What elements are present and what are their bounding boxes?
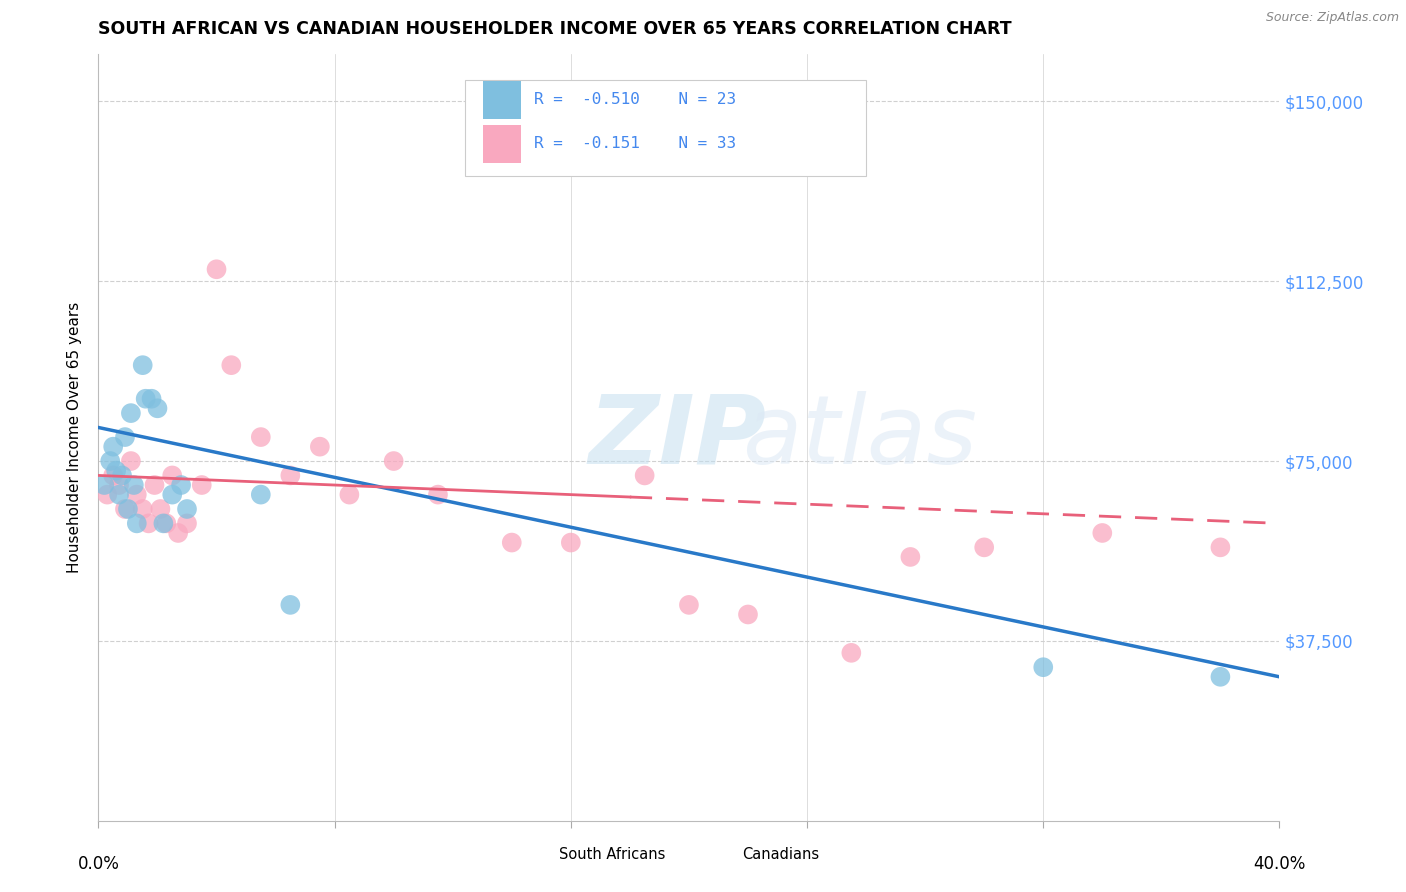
Point (108, 478, 131, 492)
Text: Canadians: Canadians (742, 847, 820, 862)
Point (191, 478, 214, 492)
FancyBboxPatch shape (700, 841, 735, 867)
FancyBboxPatch shape (516, 841, 553, 867)
Point (103, 468, 125, 483)
Point (1091, 526, 1114, 541)
Text: atlas: atlas (742, 391, 977, 483)
Point (96, 488, 118, 502)
Point (135, 392, 157, 406)
Point (250, 488, 273, 502)
Point (114, 502, 136, 516)
Point (162, 468, 183, 483)
Point (176, 516, 198, 531)
Point (105, 464, 128, 478)
Point (141, 392, 163, 406)
Text: R =  -0.510    N = 23: R = -0.510 N = 23 (534, 92, 737, 107)
Point (167, 526, 190, 541)
Point (152, 516, 174, 531)
Text: R =  -0.151    N = 33: R = -0.151 N = 33 (534, 136, 737, 152)
Point (382, 454, 405, 468)
Point (120, 454, 142, 468)
Point (111, 468, 134, 483)
Point (114, 430, 136, 444)
Point (155, 516, 177, 531)
Point (427, 488, 450, 502)
Point (309, 440, 332, 454)
Point (132, 358, 155, 372)
Point (122, 478, 145, 492)
Point (132, 502, 155, 516)
Point (146, 401, 169, 416)
Text: Source: ZipAtlas.com: Source: ZipAtlas.com (1265, 11, 1399, 24)
FancyBboxPatch shape (484, 125, 522, 163)
Point (250, 430, 273, 444)
Point (162, 488, 183, 502)
Text: SOUTH AFRICAN VS CANADIAN HOUSEHOLDER INCOME OVER 65 YEARS CORRELATION CHART: SOUTH AFRICAN VS CANADIAN HOUSEHOLDER IN… (98, 21, 1012, 38)
Point (176, 502, 198, 516)
Point (841, 646, 863, 660)
Point (1209, 670, 1232, 684)
Point (93, 478, 115, 492)
Text: South Africans: South Africans (560, 847, 665, 862)
Point (120, 406, 142, 420)
FancyBboxPatch shape (484, 80, 522, 119)
Text: 40.0%: 40.0% (1253, 855, 1306, 873)
Point (103, 440, 125, 454)
Point (143, 478, 166, 492)
Point (138, 516, 160, 531)
Point (98, 454, 121, 468)
Text: 0.0%: 0.0% (77, 855, 120, 873)
Point (339, 488, 361, 502)
Point (900, 549, 922, 564)
Point (170, 478, 193, 492)
Point (205, 262, 228, 277)
Point (117, 502, 139, 516)
FancyBboxPatch shape (464, 80, 866, 177)
Point (501, 535, 523, 549)
Point (149, 502, 172, 516)
Point (1032, 660, 1054, 674)
Point (973, 541, 995, 555)
Point (560, 535, 582, 549)
Point (280, 598, 302, 612)
Y-axis label: Householder Income Over 65 years: Householder Income Over 65 years (67, 301, 83, 573)
Point (280, 468, 302, 483)
Point (108, 488, 131, 502)
Point (737, 607, 759, 622)
Text: ZIP: ZIP (589, 391, 766, 483)
Point (125, 488, 148, 502)
Point (1209, 541, 1232, 555)
Point (634, 468, 657, 483)
Point (221, 358, 243, 372)
Point (678, 598, 700, 612)
Point (125, 516, 148, 531)
